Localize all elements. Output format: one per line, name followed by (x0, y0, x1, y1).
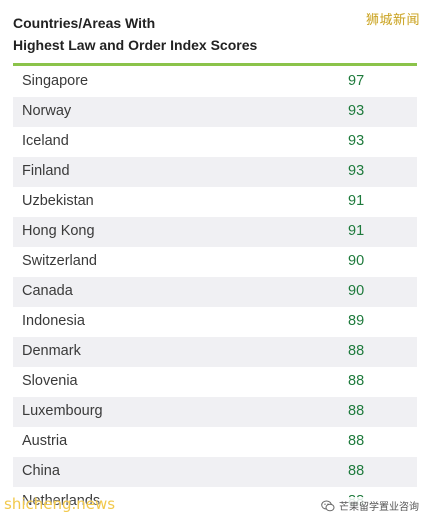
table-row: Slovenia 88 (13, 367, 417, 397)
country-name: Finland (22, 163, 70, 179)
score-value: 93 (348, 163, 365, 179)
country-name: Denmark (22, 343, 81, 359)
country-name: Switzerland (22, 253, 97, 269)
table-row: Denmark 88 (13, 337, 417, 367)
score-value: 91 (348, 193, 365, 209)
chart-header: Countries/Areas With Highest Law and Ord… (13, 12, 313, 56)
country-name: China (22, 463, 60, 479)
table-row: Hong Kong 91 (13, 217, 417, 247)
country-name: Canada (22, 283, 73, 299)
table-row: Norway 93 (13, 97, 417, 127)
score-value: 90 (348, 283, 365, 299)
watermark-bottom-right-text: 芒果留学置业咨询 (339, 502, 419, 513)
watermark-top-right: 狮城新闻 (365, 13, 420, 28)
score-value: 89 (348, 313, 365, 329)
score-value: 88 (348, 373, 365, 389)
table-row: Iceland 93 (13, 127, 417, 157)
table-row: Luxembourg 88 (13, 397, 417, 427)
table-row: Finland 93 (13, 157, 417, 187)
table-row: Switzerland 90 (13, 247, 417, 277)
score-value: 88 (348, 433, 365, 449)
table-row: Austria 88 (13, 427, 417, 457)
score-value: 93 (348, 103, 365, 119)
score-value: 88 (348, 343, 365, 359)
country-name: Indonesia (22, 313, 85, 329)
country-name: Netherlands (22, 493, 101, 509)
score-value: 97 (348, 73, 365, 89)
country-name: Iceland (22, 133, 69, 149)
score-value: 93 (348, 133, 365, 149)
country-name: Singapore (22, 73, 89, 89)
score-value: 90 (348, 253, 365, 269)
table-row: Uzbekistan 91 (13, 187, 417, 217)
table-row: Canada 90 (13, 277, 417, 307)
country-name: Austria (22, 433, 68, 449)
country-name: Hong Kong (22, 223, 95, 239)
header-rule (13, 63, 417, 66)
score-table: Singapore 97 Norway 93 Iceland 93 Finland 93 Uzb… (13, 67, 417, 517)
country-name: Luxembourg (22, 403, 103, 419)
score-value: 88 (348, 463, 365, 479)
title-line-1: Countries/Areas With (13, 15, 156, 31)
country-name: Norway (22, 103, 72, 119)
table-row: Indonesia 89 (13, 307, 417, 337)
score-value: 91 (348, 223, 365, 239)
score-value: 88 (348, 403, 365, 419)
wechat-icon (321, 500, 335, 511)
table-row: China 88 (13, 457, 417, 487)
country-name: Uzbekistan (22, 193, 94, 209)
title-line-2: Highest Law and Order Index Scores (13, 37, 258, 53)
watermark-bottom-left: shicheng.news (4, 495, 116, 513)
country-name: Slovenia (22, 373, 78, 389)
table-row: Singapore 97 (13, 67, 417, 97)
watermark-bottom-right: 芒果留学置业咨询 (318, 497, 422, 514)
